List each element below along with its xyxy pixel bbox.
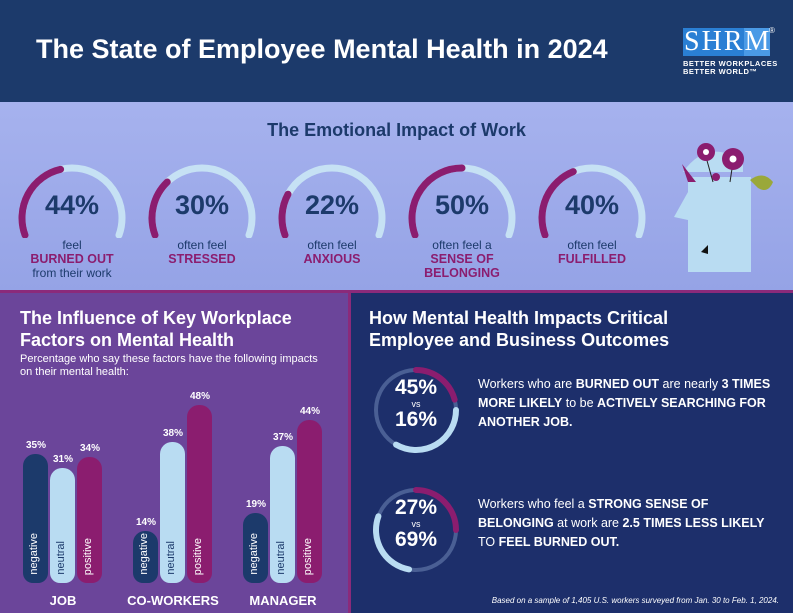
bar-value-label: 31% [52,454,73,466]
gauge-label-bold: STRESSED [168,252,236,266]
gauge-1: 30% often feel STRESSED [142,160,262,266]
gauge-value: 30% [174,190,230,220]
gauge-value: 50% [434,190,490,220]
ring-values: 45% vs 16% [394,376,438,431]
bar-value-label: 34% [79,443,100,455]
gauge-label-bold: BURNED OUT [30,252,114,266]
bar-value-label: 48% [189,391,210,403]
gauge-3: 50% often feel a SENSE OF BELONGING [402,160,522,280]
bar-series-label: positive [82,537,94,575]
bar-series-label: neutral [275,541,287,575]
outcome-text: Workers who are BURNED OUT are nearly 3 … [478,377,771,429]
section-title: The Emotional Impact of Work [267,120,526,140]
bar-series-label: negative [248,533,260,575]
gauge-fill [278,190,292,238]
ring-blue [393,407,459,453]
bar-neutral: neutral [50,468,75,583]
logo-tagline-2: BETTER WORLD™ [683,67,758,76]
comparison-ring [374,367,459,453]
bar-value-label: 14% [135,517,156,529]
factors-subtitle: Percentage who say these factors have th… [20,353,318,378]
gauge-4: 40% often feel FULFILLED [532,160,652,266]
factors-title: The Influence of Key Workplace Factors on… [20,308,292,350]
bar-negative: negative [23,453,48,583]
bar-positive: positive [187,405,212,583]
bar-series-label: negative [28,533,40,575]
ring-magenta [413,487,459,533]
workplace-factors-panel: The Influence of Key Workplace Factors on… [0,290,348,613]
bar-value-label: 35% [25,439,46,451]
bar-series-label: positive [302,537,314,575]
bar-series-label: positive [192,537,204,575]
gauge-label: often feel [177,238,227,252]
footnote: Based on a sample of 1,405 U.S. workers … [491,596,779,605]
gauge-label-bold: ANXIOUS [303,252,361,266]
bar-positive: positive [77,457,102,583]
bar-value-label: 19% [245,498,266,510]
outcome-text: Workers who feel a STRONG SENSE OF BELON… [478,497,765,549]
gauge-label: often feel [307,238,357,252]
gauge-label-post: from their work [32,266,112,280]
gauge-value: 40% [564,190,620,220]
bar-value-label: 44% [299,406,320,418]
gauge-fill [538,168,577,238]
gauge-fill [18,165,65,238]
comparison-ring [373,487,459,573]
bar-series-label: negative [138,533,150,575]
outcomes-title: How Mental Health Impacts Critical Employ… [369,308,670,350]
outcomes-panel: How Mental Health Impacts Critical Employ… [348,290,793,613]
ring-values: 27% vs 69% [394,496,438,551]
bar-negative: negative [243,512,268,583]
ring-blue [373,513,413,573]
gauge-2: 22% often feel ANXIOUS [272,160,392,266]
page-title: The State of Employee Mental Health in 2… [36,34,608,64]
gauge-fill [408,164,466,238]
gauge-value: 22% [304,190,360,220]
bar-neutral: neutral [160,442,185,583]
bar-negative: negative [133,531,158,583]
bar-positive: positive [297,420,322,583]
emotional-impact-section: The Emotional Impact of Work 44% feel BURN… [0,102,793,290]
gauge-label-bold: FULFILLED [557,252,627,266]
ring-magenta [413,367,458,403]
gauge-label: often feel a [432,238,492,252]
gauge-label: feel [62,238,82,252]
bar-neutral: neutral [270,446,295,583]
bar-value-label: 37% [272,432,293,444]
category-label: JOB [49,593,77,608]
bar-series-label: neutral [165,541,177,575]
bar-value-label: 38% [162,428,183,440]
category-label: CO-WORKERS [127,593,219,608]
header: The State of Employee Mental Health in 2… [0,0,793,102]
gauge-label-bold: SENSE OF [430,252,494,266]
gauge-0: 44% feel BURNED OUT from their work [12,160,132,280]
gauge-label-post: BELONGING [424,266,500,280]
gauge-fill [148,178,171,238]
gauge-label: often feel [567,238,617,252]
category-label: MANAGER [249,593,317,608]
gauge-value: 44% [44,190,100,220]
bar-series-label: neutral [55,541,67,575]
head-with-flowers-illustration [674,143,773,272]
logo-tagline: BETTER WORKPLACES [683,59,778,68]
